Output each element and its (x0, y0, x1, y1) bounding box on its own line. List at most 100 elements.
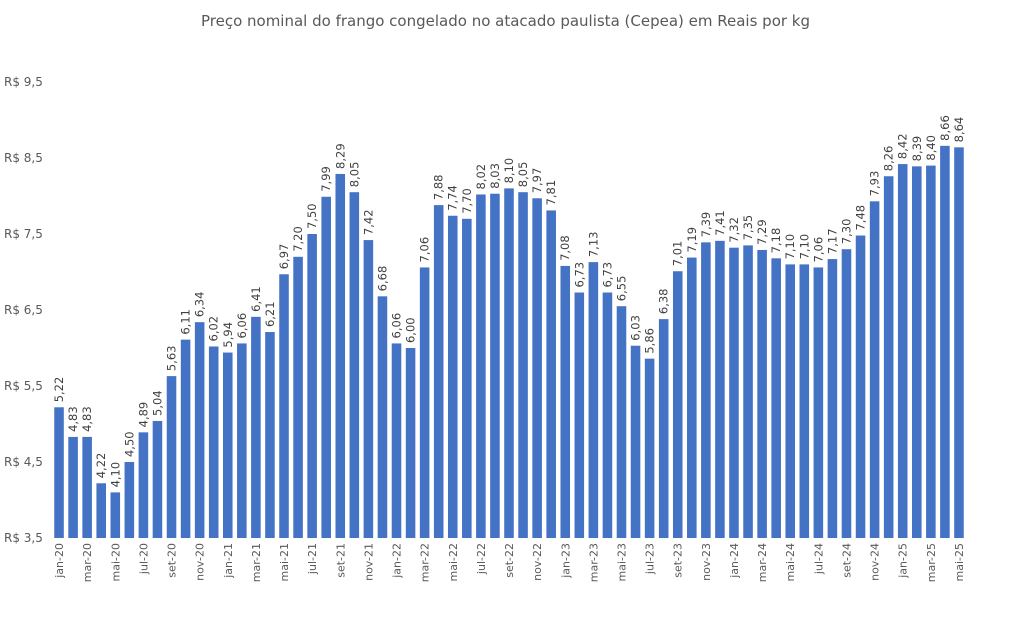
y-tick-label: R$ 8,5 (4, 151, 43, 165)
data-label: 7,35 (741, 215, 755, 241)
bar (912, 166, 922, 539)
x-tick-label: jul-24 (812, 543, 825, 575)
data-label: 7,32 (727, 217, 741, 243)
x-tick-label: jan-23 (559, 543, 572, 579)
data-label: 8,10 (502, 158, 516, 184)
data-label: 8,42 (896, 133, 910, 159)
x-tick-label: mar-20 (81, 543, 94, 582)
data-label: 7,10 (797, 234, 811, 260)
data-label: 7,29 (755, 219, 769, 245)
bar (757, 249, 767, 538)
data-label: 4,10 (108, 462, 122, 488)
bar (574, 292, 585, 538)
data-label: 7,81 (544, 180, 558, 206)
x-tick-label: set-21 (334, 543, 347, 578)
data-label: 6,11 (179, 309, 193, 335)
bar (630, 345, 641, 538)
x-tick-label: mar-24 (756, 543, 769, 582)
bar (883, 176, 894, 539)
x-tick-label: mar-23 (587, 543, 600, 582)
bar (138, 432, 149, 538)
bar (855, 235, 866, 538)
data-label: 6,68 (375, 266, 389, 292)
data-label: 7,42 (361, 209, 375, 235)
bar (335, 173, 346, 538)
x-tick-label: mai-25 (953, 543, 966, 581)
x-tick-label: set-20 (166, 543, 179, 578)
data-label: 4,83 (66, 406, 80, 432)
bar (616, 306, 627, 538)
bar (96, 483, 106, 538)
bar (222, 352, 233, 538)
chart-title: Preço nominal do frango congelado no ata… (200, 12, 811, 30)
data-label: 6,97 (277, 244, 291, 270)
data-label: 8,05 (516, 162, 530, 188)
data-label: 5,04 (150, 390, 164, 416)
bar (405, 348, 416, 538)
bar (194, 322, 205, 538)
bar (827, 259, 838, 538)
x-tick-label: nov-24 (869, 543, 882, 581)
bar (954, 147, 964, 539)
data-label: 8,26 (882, 146, 896, 172)
data-label: 6,38 (657, 289, 671, 315)
data-label: 4,89 (136, 402, 150, 428)
bar (152, 420, 163, 538)
data-label: 7,06 (418, 237, 432, 263)
data-label: 8,66 (938, 115, 952, 141)
x-tick-label: mai-23 (615, 543, 628, 581)
data-label: 6,21 (263, 301, 277, 327)
data-label: 6,03 (629, 315, 643, 341)
data-label: 7,13 (586, 232, 600, 258)
data-label: 7,74 (446, 185, 460, 211)
x-tick-label: nov-20 (194, 543, 207, 581)
data-label: 7,97 (530, 168, 544, 194)
bar (771, 258, 781, 538)
data-label: 7,06 (811, 237, 825, 263)
data-label: 8,03 (488, 163, 502, 189)
bar (419, 267, 430, 538)
data-label: 4,83 (80, 406, 94, 432)
x-tick-label: jan-21 (222, 543, 235, 579)
data-label: 5,94 (221, 322, 235, 348)
data-label: 6,34 (193, 292, 207, 318)
data-label: 7,88 (432, 175, 446, 201)
bar (82, 436, 92, 538)
x-tick-label: mar-21 (250, 543, 263, 582)
data-label: 8,39 (910, 136, 924, 162)
bar (307, 234, 317, 538)
data-label: 7,10 (783, 234, 797, 260)
x-axis: jan-20 mar-20 mai-20 jul-20 set-20 nov-20 jan-… (53, 543, 966, 582)
data-label: 7,41 (713, 210, 727, 236)
data-label: 7,30 (839, 219, 853, 245)
x-tick-label: mai-21 (278, 543, 291, 581)
bar (729, 247, 739, 538)
y-tick-label: R$ 6,5 (4, 303, 43, 317)
x-tick-label: set-23 (672, 543, 685, 578)
x-tick-label: set-24 (840, 543, 853, 578)
bar (926, 165, 936, 538)
bar (869, 201, 880, 538)
data-label: 8,02 (474, 164, 488, 190)
y-tick-label: R$ 9,5 (4, 75, 43, 89)
data-label: 7,18 (769, 228, 783, 254)
y-tick-label: R$ 4,5 (4, 455, 43, 469)
bar (518, 192, 528, 538)
bar (672, 271, 683, 538)
bar (588, 262, 599, 538)
data-label: 7,08 (558, 235, 572, 261)
bar (124, 462, 135, 538)
data-label: 6,73 (600, 262, 614, 288)
bar (208, 346, 219, 538)
data-label: 6,00 (404, 317, 418, 343)
bar (532, 198, 542, 538)
bar (743, 245, 753, 538)
bar (180, 339, 191, 538)
data-label: 5,86 (643, 328, 657, 354)
bar (504, 188, 514, 538)
bar (897, 164, 908, 538)
bar (476, 194, 486, 539)
bar (391, 343, 402, 538)
x-tick-label: jan-25 (897, 543, 910, 579)
